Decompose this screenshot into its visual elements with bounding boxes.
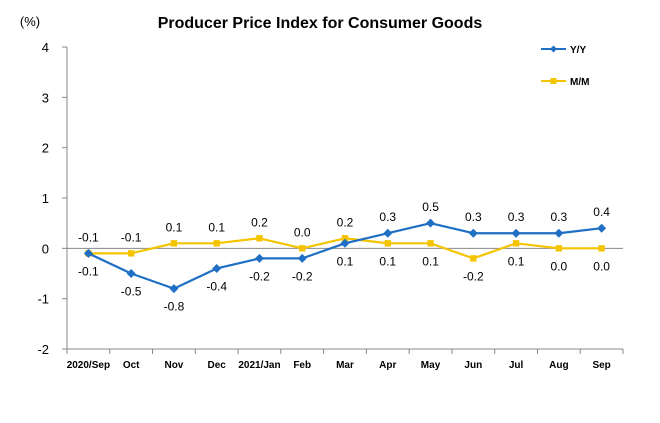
x-tick-label: Nov [164,360,183,371]
y-tick-label: 1 [42,191,49,206]
data-label-m-m: 0.1 [208,220,225,234]
data-point-y-y [297,253,307,263]
axes: -2 -1 0 1 2 3 4 2020/Sep Oct Nov Dec 2021/Jan Feb Mar… [37,40,624,371]
data-label-m-m: 0.1 [379,254,396,268]
legend-label-y-y: Y/Y [570,45,586,56]
x-tick-label: Dec [208,360,227,371]
data-point-y-y [169,284,179,294]
x-tick-label: Jul [509,360,524,371]
data-point-y-y [254,253,264,263]
x-tick-label: May [421,360,441,371]
data-label-m-m: 0.0 [551,259,568,273]
data-label-m-m: -0.2 [463,269,484,283]
y-tick-label: -2 [37,342,49,357]
y-tick-label: 3 [42,90,49,105]
chart-title: Producer Price Index for Consumer Goods [158,15,483,32]
legend: Y/Y M/M [541,45,589,88]
data-point-m-m [427,240,434,247]
data-label-m-m: 0.1 [166,220,183,234]
data-label-y-y: 0.3 [379,210,396,224]
data-point-y-y [426,218,436,228]
data-label-y-y: -0.5 [121,285,142,299]
x-tick-label: Oct [123,360,140,371]
data-label-y-y: 0.5 [422,200,439,214]
x-tick-label: Mar [336,360,354,371]
data-label-m-m: 0.2 [251,215,268,229]
legend-marker-y-y [550,45,557,53]
data-point-y-y [126,269,136,278]
data-point-m-m [213,240,220,247]
x-tick-label: 2021/Jan [238,360,280,371]
data-point-y-y [511,228,521,238]
data-label-m-m: 0.1 [422,254,439,268]
data-point-y-y [383,228,393,238]
data-label-y-y: -0.2 [249,269,270,283]
y-tick-label: -1 [37,292,49,307]
data-point-m-m [384,240,391,247]
x-tick-label: Sep [592,360,610,371]
x-tick-label: Apr [379,360,396,371]
data-label-y-y: 0.3 [508,210,525,224]
data-point-y-y [83,248,93,258]
data-label-y-y: -0.1 [78,264,99,278]
data-label-m-m: -0.1 [121,230,142,244]
data-label-y-y: -0.2 [292,269,313,283]
data-label-y-y: 0.4 [593,205,610,219]
data-point-y-y [597,223,607,233]
y-tick-label: 0 [42,241,49,256]
data-point-m-m [598,245,605,252]
data-point-y-y [340,238,350,248]
data-label-m-m: 0.2 [337,215,354,229]
data-label-y-y: -0.4 [206,279,227,293]
y-axis-unit-label: (%) [20,14,40,29]
series-layer [83,218,607,294]
data-label-m-m: 0.0 [294,225,311,239]
data-point-m-m [256,235,263,242]
legend-marker-m-m [550,78,557,84]
data-label-y-y: 0.1 [337,254,354,268]
x-tick-label: Jun [464,360,482,371]
data-point-y-y [468,228,478,238]
data-point-y-y [554,228,564,238]
data-point-m-m [341,235,349,242]
x-tick-label: Feb [293,360,311,371]
legend-label-m-m: M/M [570,77,589,88]
data-label-m-m: 0.1 [508,254,525,268]
data-label-m-m: -0.1 [78,230,99,244]
data-point-m-m [127,250,135,257]
data-label-y-y: -0.8 [164,300,185,314]
x-tick-label: Aug [549,360,568,371]
data-point-m-m [555,245,563,252]
data-point-y-y [212,263,222,273]
data-label-y-y: 0.3 [551,210,568,224]
data-point-m-m [470,255,477,262]
data-point-m-m [170,240,178,247]
data-point-m-m [299,245,306,252]
data-labels-layer: -0.1 -0.1 -0.5 -0.1 -0.8 0.1 -0.4 0.1 -0.2 0.2 -0.… [78,200,610,313]
y-tick-label: 2 [42,141,49,156]
y-tick-label: 4 [42,40,49,55]
x-tick-label: 2020/Sep [67,360,110,371]
data-label-y-y: 0.3 [465,210,482,224]
data-point-m-m [512,240,520,247]
data-label-m-m: 0.0 [593,259,610,273]
